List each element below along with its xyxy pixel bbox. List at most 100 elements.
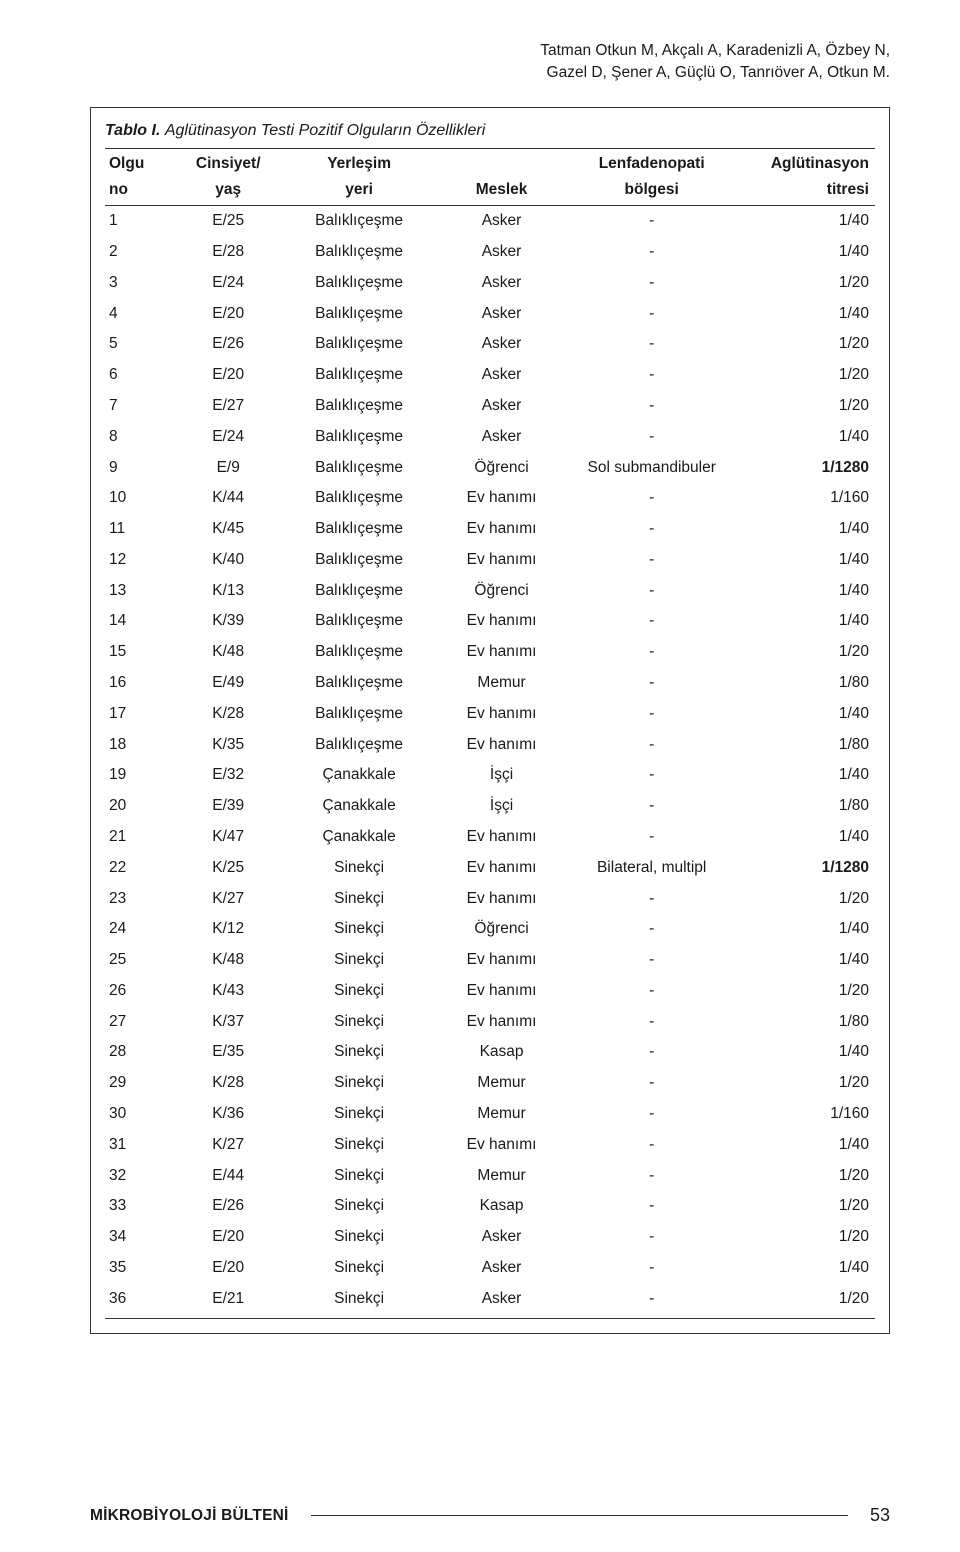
footer-rule xyxy=(311,1515,848,1516)
table-cell: 1/20 xyxy=(736,329,875,360)
table-cell: Sinekçi xyxy=(282,1160,436,1191)
h1-c1: Olgu xyxy=(105,148,174,177)
table-cell: K/27 xyxy=(174,1129,282,1160)
table-cell: E/21 xyxy=(174,1283,282,1318)
table-cell: - xyxy=(567,1160,736,1191)
table-row: 28E/35SinekçiKasap-1/40 xyxy=(105,1037,875,1068)
table-cell: K/45 xyxy=(174,514,282,545)
table-cell: - xyxy=(567,1253,736,1284)
table-row: 29K/28SinekçiMemur-1/20 xyxy=(105,1068,875,1099)
table-cell: - xyxy=(567,914,736,945)
table-cell: 1/20 xyxy=(736,1068,875,1099)
table-cell: K/27 xyxy=(174,883,282,914)
table-cell: Sol submandibuler xyxy=(567,452,736,483)
table-cell: - xyxy=(567,729,736,760)
table-cell: E/9 xyxy=(174,452,282,483)
table-cell: Sinekçi xyxy=(282,1037,436,1068)
table-cell: K/36 xyxy=(174,1099,282,1130)
table-cell: 1/40 xyxy=(736,945,875,976)
table-cell: Balıklıçeşme xyxy=(282,452,436,483)
h2-c6: titresi xyxy=(736,177,875,206)
table-cell: - xyxy=(567,883,736,914)
table-cell: Öğrenci xyxy=(436,452,567,483)
table-cell: - xyxy=(567,575,736,606)
table-cell: E/20 xyxy=(174,1222,282,1253)
table-cell: Asker xyxy=(436,391,567,422)
table-cell: Asker xyxy=(436,298,567,329)
table-cell: 1/40 xyxy=(736,1037,875,1068)
table-cell: - xyxy=(567,421,736,452)
table-cell: - xyxy=(567,606,736,637)
table-cell: - xyxy=(567,514,736,545)
table-cell: 1/40 xyxy=(736,698,875,729)
table-cell: Balıklıçeşme xyxy=(282,360,436,391)
table-cell: 1/40 xyxy=(736,237,875,268)
table-cell: E/27 xyxy=(174,391,282,422)
table-body: 1E/25BalıklıçeşmeAsker-1/402E/28Balıklıç… xyxy=(105,205,875,1318)
table-cell: E/24 xyxy=(174,421,282,452)
table-cell: Sinekçi xyxy=(282,975,436,1006)
table-cell: E/25 xyxy=(174,205,282,236)
table-cell: - xyxy=(567,391,736,422)
table-cell: 1/1280 xyxy=(736,452,875,483)
table-cell: 36 xyxy=(105,1283,174,1318)
table-cell: Öğrenci xyxy=(436,914,567,945)
table-cell: 19 xyxy=(105,760,174,791)
footer-page-number: 53 xyxy=(870,1505,890,1526)
table-cell: K/40 xyxy=(174,545,282,576)
table-cell: E/20 xyxy=(174,1253,282,1284)
table-cell: - xyxy=(567,1068,736,1099)
table-row: 14K/39BalıklıçeşmeEv hanımı-1/40 xyxy=(105,606,875,637)
table-cell: 1/20 xyxy=(736,1191,875,1222)
table-row: 27K/37SinekçiEv hanımı-1/80 xyxy=(105,1006,875,1037)
table-cell: Ev hanımı xyxy=(436,883,567,914)
table-cell: Sinekçi xyxy=(282,1222,436,1253)
h1-c3: Yerleşim xyxy=(282,148,436,177)
table-cell: Balıklıçeşme xyxy=(282,237,436,268)
table-cell: E/20 xyxy=(174,360,282,391)
table-cell: 7 xyxy=(105,391,174,422)
table-cell: E/32 xyxy=(174,760,282,791)
table-cell: - xyxy=(567,637,736,668)
table-cell: Sinekçi xyxy=(282,852,436,883)
table-cell: Bilateral, multipl xyxy=(567,852,736,883)
table-cell: Ev hanımı xyxy=(436,822,567,853)
table-cell: K/13 xyxy=(174,575,282,606)
table-cell: E/39 xyxy=(174,791,282,822)
table-cell: 1/40 xyxy=(736,545,875,576)
table-cell: 1/40 xyxy=(736,1253,875,1284)
table-cell: K/28 xyxy=(174,1068,282,1099)
table-container: Tablo I. Aglütinasyon Testi Pozitif Olgu… xyxy=(90,107,890,1334)
table-cell: İşçi xyxy=(436,791,567,822)
table-cell: Çanakkale xyxy=(282,760,436,791)
table-cell: - xyxy=(567,1129,736,1160)
table-cell: Balıklıçeşme xyxy=(282,637,436,668)
h1-c5: Lenfadenopati xyxy=(567,148,736,177)
table-row: 18K/35BalıklıçeşmeEv hanımı-1/80 xyxy=(105,729,875,760)
table-cell: 1/40 xyxy=(736,760,875,791)
table-cell: Ev hanımı xyxy=(436,514,567,545)
table-row: 8E/24BalıklıçeşmeAsker-1/40 xyxy=(105,421,875,452)
table-cell: 34 xyxy=(105,1222,174,1253)
table-cell: Ev hanımı xyxy=(436,637,567,668)
page-footer: MİKROBİYOLOJİ BÜLTENİ 53 xyxy=(90,1505,890,1526)
table-cell: Balıklıçeşme xyxy=(282,329,436,360)
table-cell: 1 xyxy=(105,205,174,236)
table-cell: - xyxy=(567,1099,736,1130)
table-cell: Ev hanımı xyxy=(436,945,567,976)
table-cell: Balıklıçeşme xyxy=(282,205,436,236)
table-cell: 30 xyxy=(105,1099,174,1130)
table-cell: 3 xyxy=(105,268,174,299)
table-cell: - xyxy=(567,545,736,576)
h2-c5: bölgesi xyxy=(567,177,736,206)
table-cell: 24 xyxy=(105,914,174,945)
table-cell: 1/160 xyxy=(736,1099,875,1130)
table-cell: Ev hanımı xyxy=(436,852,567,883)
table-cell: 15 xyxy=(105,637,174,668)
author-block: Tatman Otkun M, Akçalı A, Karadenizli A,… xyxy=(90,40,890,85)
table-cell: - xyxy=(567,1283,736,1318)
table-cell: Balıklıçeşme xyxy=(282,668,436,699)
table-cell: 1/40 xyxy=(736,421,875,452)
table-cell: - xyxy=(567,298,736,329)
table-cell: Balıklıçeşme xyxy=(282,729,436,760)
